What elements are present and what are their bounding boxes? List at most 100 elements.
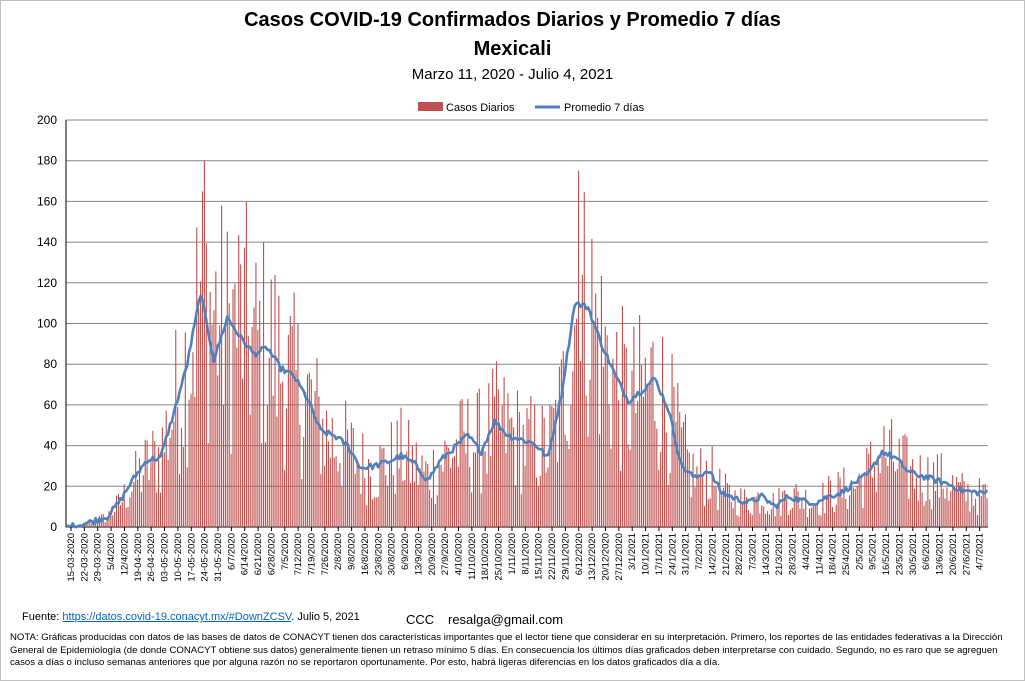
bar <box>390 422 393 527</box>
bar <box>320 474 322 527</box>
bar <box>568 449 570 527</box>
x-tick-label: 15/11/2020 <box>534 533 545 580</box>
bar <box>305 391 307 527</box>
bar <box>885 457 887 527</box>
source-line: Fuente: https://datos.covid-19.conacyt.m… <box>22 611 360 623</box>
bar <box>742 503 744 527</box>
bar <box>856 485 858 527</box>
bar <box>959 482 961 527</box>
bar <box>146 440 148 527</box>
bar <box>228 303 230 527</box>
bar <box>389 463 391 527</box>
bar <box>352 427 354 527</box>
bar <box>287 334 289 527</box>
bar <box>864 471 866 527</box>
bar <box>975 498 977 527</box>
source-label: Fuente: <box>22 611 60 623</box>
bar <box>116 495 118 527</box>
bar <box>297 323 299 527</box>
bar <box>858 473 860 527</box>
bar <box>156 492 158 527</box>
bar <box>528 419 530 527</box>
bar <box>450 467 452 527</box>
bar <box>770 509 772 527</box>
y-tick-label: 140 <box>37 235 57 249</box>
bar <box>711 446 713 527</box>
bar <box>455 439 457 527</box>
bar <box>833 512 835 527</box>
bar <box>245 201 247 527</box>
bar <box>929 499 931 527</box>
bar <box>933 462 935 527</box>
bar <box>957 482 959 527</box>
bar <box>961 473 963 527</box>
bar <box>700 448 702 527</box>
bar <box>507 393 509 527</box>
bar <box>486 474 488 527</box>
source-link[interactable]: https://datos.covid-19.conacyt.mx/#DownZ… <box>62 611 292 623</box>
x-tick-label: 25/10/2020 <box>494 533 505 581</box>
bar <box>982 484 984 527</box>
bar <box>205 243 207 527</box>
x-tick-label: 27/12/2020 <box>614 533 625 581</box>
bar <box>337 471 339 527</box>
bar <box>545 472 547 527</box>
x-tick-label: 10-05-2020 <box>173 533 184 582</box>
bar <box>348 449 351 527</box>
bar <box>934 490 937 527</box>
x-tick-label: 11/4/2021 <box>814 533 825 575</box>
bar <box>681 427 683 527</box>
bar <box>203 160 205 527</box>
bar <box>675 421 677 527</box>
bar <box>198 308 200 527</box>
bar <box>879 473 881 527</box>
bar <box>138 458 141 527</box>
y-tick-label: 40 <box>44 439 58 453</box>
bar <box>243 247 246 527</box>
bar <box>490 455 492 527</box>
grid-lines <box>66 119 988 528</box>
bar <box>585 395 587 527</box>
bar <box>213 310 215 527</box>
average-line-series <box>66 294 989 529</box>
bar <box>755 496 757 527</box>
legend-swatch-bars <box>418 102 443 111</box>
bar <box>511 417 513 527</box>
bar <box>396 420 398 527</box>
bar <box>980 496 982 527</box>
bar <box>366 505 368 527</box>
bar <box>801 499 803 527</box>
bar <box>261 443 263 527</box>
bar <box>411 445 414 527</box>
x-tick-label: 19-04-2020 <box>133 533 144 582</box>
bar <box>310 379 312 527</box>
bar <box>190 394 192 527</box>
bar <box>144 439 146 527</box>
y-tick-label: 80 <box>44 357 58 371</box>
bar <box>232 289 234 527</box>
x-tick-label: 20/9/2020 <box>427 533 438 575</box>
bar <box>484 451 486 527</box>
bar <box>444 440 446 527</box>
bar <box>661 336 664 527</box>
x-tick-label: 5/4/2020 <box>106 533 117 570</box>
bar <box>780 515 782 527</box>
bar <box>240 264 242 527</box>
bar <box>114 511 116 527</box>
bar <box>543 418 545 527</box>
x-tick-label: 30/5/2021 <box>908 533 919 575</box>
bar <box>423 471 425 527</box>
bar <box>440 465 442 527</box>
y-tick-label: 180 <box>37 154 57 168</box>
bar <box>963 481 965 527</box>
bar <box>335 456 337 527</box>
bar <box>226 231 228 527</box>
x-tick-label: 20/6/2021 <box>948 533 959 575</box>
bar <box>318 396 320 527</box>
bar <box>640 364 643 527</box>
bar <box>721 495 723 527</box>
bar <box>272 395 274 527</box>
bar <box>236 347 238 527</box>
bar <box>950 491 952 527</box>
bar <box>772 492 774 527</box>
